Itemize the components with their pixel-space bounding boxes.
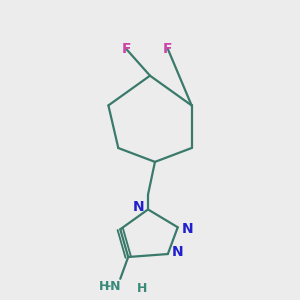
Text: N: N: [172, 245, 184, 259]
Text: H: H: [99, 280, 110, 293]
Text: N: N: [132, 200, 144, 214]
Text: –N: –N: [104, 280, 121, 293]
Text: F: F: [122, 42, 131, 56]
Text: N: N: [182, 222, 194, 236]
Text: H: H: [137, 282, 147, 295]
Text: F: F: [163, 42, 172, 56]
